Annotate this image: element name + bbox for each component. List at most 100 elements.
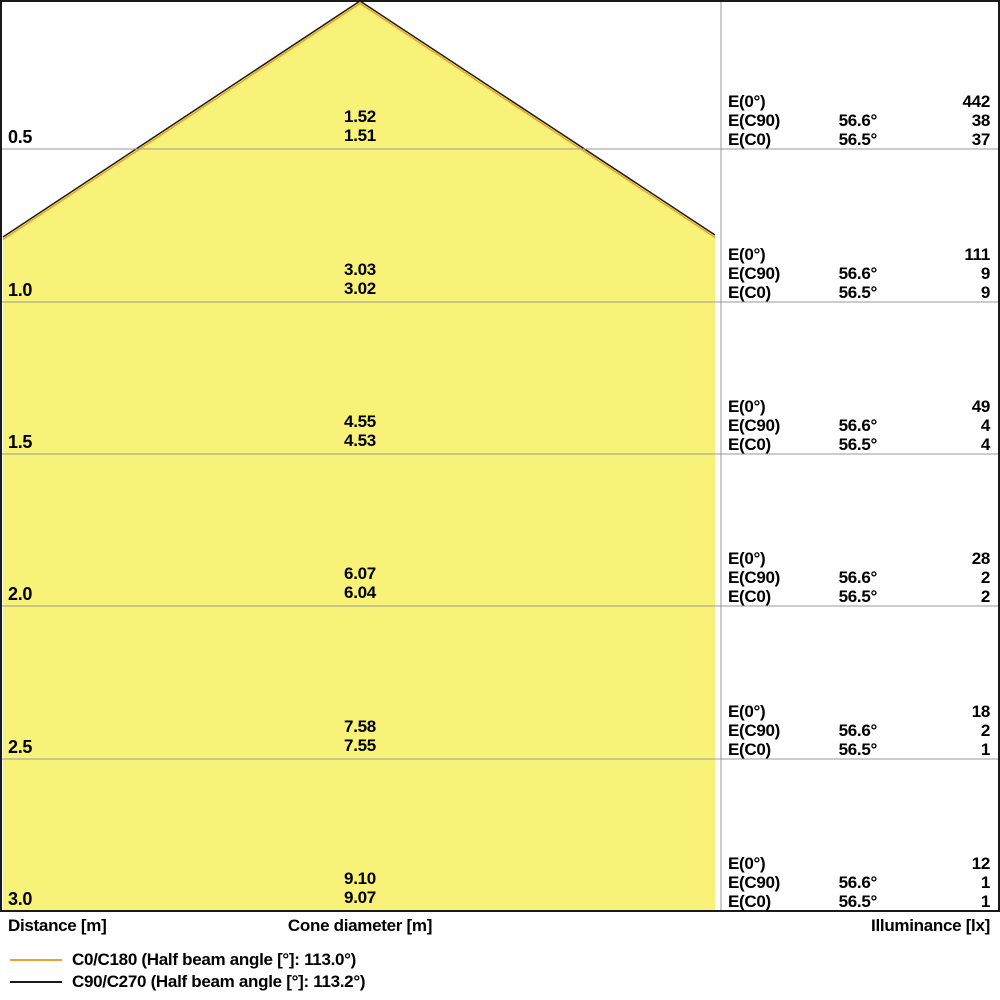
cone-diameter-c90-value: 7.58 bbox=[344, 717, 376, 736]
ec90-row: E(C90) 56.6° 38 bbox=[728, 111, 990, 130]
e0-row-value: 111 bbox=[964, 245, 990, 264]
distance-axis-label: Distance [m] bbox=[8, 916, 107, 935]
e0-row: E(0°) 12 bbox=[728, 854, 990, 873]
ec90-row-value: 9 bbox=[980, 264, 990, 283]
e0-row-label: E(0°) bbox=[728, 92, 766, 111]
legend-label: C90/C270 (Half beam angle [°]: 113.2°) bbox=[72, 972, 366, 991]
ec90-row-value: 38 bbox=[971, 111, 991, 130]
c0-c180-line-swatch bbox=[10, 959, 62, 961]
ec0-row-angle: 56.5° bbox=[838, 587, 878, 606]
ec0-row: E(C0) 56.5° 4 bbox=[728, 435, 990, 454]
ec90-row-angle: 56.6° bbox=[838, 264, 878, 283]
illuminance-block: E(0°) 28 E(C90) 56.6° 2 E(C0) 56.5° 2 bbox=[728, 549, 990, 606]
cone-diameter-values: 7.58 7.55 bbox=[260, 717, 460, 755]
ec0-row-angle: 56.5° bbox=[838, 283, 878, 302]
e0-row: E(0°) 49 bbox=[728, 397, 990, 416]
e0-row-value: 28 bbox=[971, 549, 991, 568]
ec0-row-value: 9 bbox=[980, 283, 990, 302]
ec0-row-label: E(C0) bbox=[728, 892, 771, 911]
c90-c270-cone-outline bbox=[2, 0, 716, 238]
ec90-row-label: E(C90) bbox=[728, 111, 781, 130]
ec0-row: E(C0) 56.5° 2 bbox=[728, 587, 990, 606]
cone-diameter-axis-label: Cone diameter [m] bbox=[287, 916, 433, 935]
e0-row-value: 12 bbox=[971, 854, 991, 873]
e0-row-value: 442 bbox=[962, 92, 991, 111]
illuminance-axis-label: Illuminance [lx] bbox=[871, 916, 990, 935]
cone-fill-shape bbox=[3, 1, 715, 910]
legend-label: C0/C180 (Half beam angle [°]: 113.0°) bbox=[72, 950, 357, 969]
illuminance-block: E(0°) 442 E(C90) 56.6° 38 E(C0) 56.5° 37 bbox=[728, 92, 990, 149]
illuminance-block: E(0°) 111 E(C90) 56.6° 9 E(C0) 56.5° 9 bbox=[728, 245, 990, 302]
distance-grid-lines bbox=[2, 2, 998, 910]
cone-diameter-c0-value: 4.53 bbox=[344, 431, 376, 450]
cone-diameter-c0-value: 7.55 bbox=[344, 736, 376, 755]
e0-row: E(0°) 442 bbox=[728, 92, 990, 111]
illuminance-block: E(0°) 12 E(C90) 56.6° 1 E(C0) 56.5° 1 bbox=[728, 854, 990, 911]
e0-row: E(0°) 111 bbox=[728, 245, 990, 264]
ec0-row-value: 37 bbox=[971, 130, 991, 149]
light-cone-plot bbox=[2, 0, 998, 910]
cone-diameter-c90-value: 3.03 bbox=[344, 260, 376, 279]
ec90-row-label: E(C90) bbox=[728, 264, 781, 283]
ec0-row-label: E(C0) bbox=[728, 587, 771, 606]
cone-diameter-c90-value: 6.07 bbox=[344, 564, 376, 583]
ec90-row-angle: 56.6° bbox=[838, 721, 878, 740]
ec90-row-label: E(C90) bbox=[728, 873, 781, 892]
e0-row-label: E(0°) bbox=[728, 854, 766, 873]
distance-label: 2.5 bbox=[8, 737, 33, 757]
cone-diameter-values: 3.03 3.02 bbox=[260, 260, 460, 298]
legend-item-c0-c180: C0/C180 (Half beam angle [°]: 113.0°) bbox=[0, 950, 600, 970]
cone-diameter-values: 4.55 4.53 bbox=[260, 412, 460, 450]
cone-diameter-c0-value: 3.02 bbox=[344, 279, 376, 298]
ec0-row-angle: 56.5° bbox=[838, 130, 878, 149]
ec90-row-value: 4 bbox=[980, 416, 990, 435]
cone-diameter-c0-value: 9.07 bbox=[344, 888, 376, 907]
ec0-row-value: 4 bbox=[980, 435, 990, 454]
ec90-row: E(C90) 56.6° 2 bbox=[728, 721, 990, 740]
e0-row-value: 18 bbox=[971, 702, 991, 721]
cone-diameter-c90-value: 1.52 bbox=[344, 107, 376, 126]
distance-label: 3.0 bbox=[8, 889, 33, 909]
distance-label: 1.5 bbox=[8, 432, 33, 452]
ec0-row-label: E(C0) bbox=[728, 283, 771, 302]
e0-row: E(0°) 18 bbox=[728, 702, 990, 721]
ec0-row-value: 1 bbox=[980, 740, 990, 759]
e0-row-label: E(0°) bbox=[728, 702, 766, 721]
ec0-row-angle: 56.5° bbox=[838, 435, 878, 454]
rows-layer: 0.5 1.52 1.51 E(0°) 442 E(C90) 56.6° 38 E(C0) 56.… bbox=[8, 92, 990, 911]
ec90-row-value: 1 bbox=[980, 873, 990, 892]
c0-c180-cone-outline bbox=[2, 2, 716, 241]
ec90-row-value: 2 bbox=[980, 568, 990, 587]
ec90-row-angle: 56.6° bbox=[838, 111, 878, 130]
e0-row-value: 49 bbox=[971, 397, 991, 416]
distance-label: 2.0 bbox=[8, 584, 33, 604]
ec90-row-label: E(C90) bbox=[728, 416, 781, 435]
ec0-row-value: 1 bbox=[980, 892, 990, 911]
ec0-row: E(C0) 56.5° 1 bbox=[728, 740, 990, 759]
ec0-row-label: E(C0) bbox=[728, 435, 771, 454]
ec90-row-angle: 56.6° bbox=[838, 416, 878, 435]
e0-row-label: E(0°) bbox=[728, 245, 766, 264]
distance-label: 0.5 bbox=[8, 127, 33, 147]
illuminance-block: E(0°) 18 E(C90) 56.6° 2 E(C0) 56.5° 1 bbox=[728, 702, 990, 759]
e0-row-label: E(0°) bbox=[728, 397, 766, 416]
cone-diameter-c90-value: 9.10 bbox=[344, 869, 376, 888]
c90-c270-line-swatch bbox=[10, 981, 62, 983]
cone-diameter-c90-value: 4.55 bbox=[344, 412, 376, 431]
legend-item-c90-c270: C90/C270 (Half beam angle [°]: 113.2°) bbox=[0, 972, 600, 992]
ec0-row-angle: 56.5° bbox=[838, 740, 878, 759]
cone-diameter-values: 6.07 6.04 bbox=[260, 564, 460, 602]
ec0-row: E(C0) 56.5° 9 bbox=[728, 283, 990, 302]
ec0-row: E(C0) 56.5° 1 bbox=[728, 892, 990, 911]
ec90-row-label: E(C90) bbox=[728, 568, 781, 587]
ec90-row: E(C90) 56.6° 4 bbox=[728, 416, 990, 435]
e0-row: E(0°) 28 bbox=[728, 549, 990, 568]
ec90-row-label: E(C90) bbox=[728, 721, 781, 740]
ec90-row: E(C90) 56.6° 2 bbox=[728, 568, 990, 587]
ec0-row-label: E(C0) bbox=[728, 130, 771, 149]
cone-diameter-values: 9.10 9.07 bbox=[260, 869, 460, 907]
ec90-row-value: 2 bbox=[980, 721, 990, 740]
cone-diameter-c0-value: 1.51 bbox=[344, 126, 376, 145]
ec90-row-angle: 56.6° bbox=[838, 568, 878, 587]
